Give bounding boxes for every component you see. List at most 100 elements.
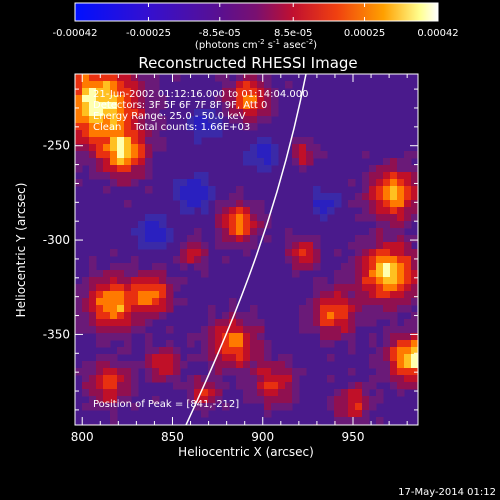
heat-cell — [411, 214, 418, 222]
heat-cell — [257, 375, 265, 383]
heat-cell — [236, 228, 244, 236]
heat-cell — [313, 193, 321, 201]
heat-cell — [236, 319, 244, 327]
heat-cell — [194, 172, 202, 180]
heat-cell — [348, 382, 356, 390]
heat-cell — [103, 333, 111, 341]
heat-cell — [208, 375, 216, 383]
heat-cell — [138, 312, 146, 320]
heat-cell — [159, 116, 167, 124]
heat-cell — [327, 354, 335, 362]
heat-cell — [131, 270, 139, 278]
heat-cell — [271, 151, 279, 159]
heat-cell — [89, 116, 97, 124]
heat-cell — [201, 109, 209, 117]
y-axis: -250 -300 -350 — [43, 88, 418, 411]
heat-cell — [397, 284, 405, 292]
heat-cell — [138, 298, 146, 306]
heat-cell — [124, 74, 132, 82]
heat-cell — [348, 403, 356, 411]
heat-cell — [243, 312, 251, 320]
heat-cell — [145, 298, 153, 306]
heat-cell — [89, 291, 97, 299]
heat-cell — [376, 312, 384, 320]
heat-cell — [208, 109, 216, 117]
heat-cell — [404, 326, 412, 334]
heat-cell — [404, 298, 412, 306]
heat-cell — [348, 305, 356, 313]
heat-cell — [306, 298, 314, 306]
heat-cell — [103, 319, 111, 327]
heat-cell — [131, 88, 139, 96]
heat-cell — [208, 354, 216, 362]
heat-cell — [362, 186, 370, 194]
heat-cell — [124, 158, 132, 166]
heat-cell — [229, 193, 237, 201]
y-axis-label: Heliocentric Y (arcsec) — [14, 183, 28, 318]
heat-cell — [96, 95, 104, 103]
heat-cell — [82, 284, 90, 292]
heat-cell — [390, 214, 398, 222]
heat-cell — [229, 347, 237, 355]
heat-cell — [82, 375, 90, 383]
heat-cell — [215, 333, 223, 341]
heat-cell — [390, 312, 398, 320]
heat-cell — [75, 102, 83, 110]
heat-cell — [138, 221, 146, 229]
heat-cell — [180, 249, 188, 257]
solar-limb-line — [185, 74, 307, 425]
heat-cell — [145, 270, 153, 278]
heat-cell — [138, 305, 146, 313]
heat-cell — [117, 396, 125, 404]
heat-cell — [292, 368, 300, 376]
heat-cell — [117, 319, 125, 327]
heat-cell — [390, 277, 398, 285]
heat-cell — [166, 228, 174, 236]
heat-cell — [208, 382, 216, 390]
heat-cell — [152, 228, 160, 236]
heat-cell — [138, 95, 146, 103]
heat-cell — [117, 270, 125, 278]
heat-cell — [285, 81, 293, 89]
heat-cell — [348, 242, 356, 250]
heat-cell — [355, 403, 363, 411]
heat-cell — [390, 382, 398, 390]
heat-cell — [89, 151, 97, 159]
heat-cell — [124, 347, 132, 355]
heat-cell — [397, 361, 405, 369]
heat-cell — [341, 305, 349, 313]
heat-cell — [383, 172, 391, 180]
heat-cell — [243, 109, 251, 117]
heat-cell — [152, 137, 160, 145]
heat-cell — [376, 361, 384, 369]
heat-cell — [131, 403, 139, 411]
heat-cell — [383, 333, 391, 341]
heat-cell — [243, 158, 251, 166]
heat-cell — [180, 263, 188, 271]
heat-cell — [348, 200, 356, 208]
heat-cell — [96, 116, 104, 124]
heat-cell — [397, 207, 405, 215]
heat-cell — [390, 242, 398, 250]
heat-cell — [397, 354, 405, 362]
heat-cell — [397, 193, 405, 201]
heat-cell — [376, 193, 384, 201]
heat-cell — [124, 123, 132, 131]
heat-cell — [208, 361, 216, 369]
heat-cell — [362, 319, 370, 327]
heat-cell — [278, 354, 286, 362]
heat-cell — [117, 382, 125, 390]
heat-cell — [362, 207, 370, 215]
heat-cell — [376, 207, 384, 215]
heat-cell — [215, 116, 223, 124]
heat-cell — [89, 130, 97, 138]
heat-cell — [264, 151, 272, 159]
heat-cell — [96, 305, 104, 313]
heat-cell — [166, 361, 174, 369]
heat-cell — [250, 102, 258, 110]
heat-cell — [369, 375, 377, 383]
heat-cell — [334, 417, 342, 425]
heat-cell — [222, 102, 230, 110]
heat-cell — [110, 354, 118, 362]
heat-cell — [110, 410, 118, 418]
